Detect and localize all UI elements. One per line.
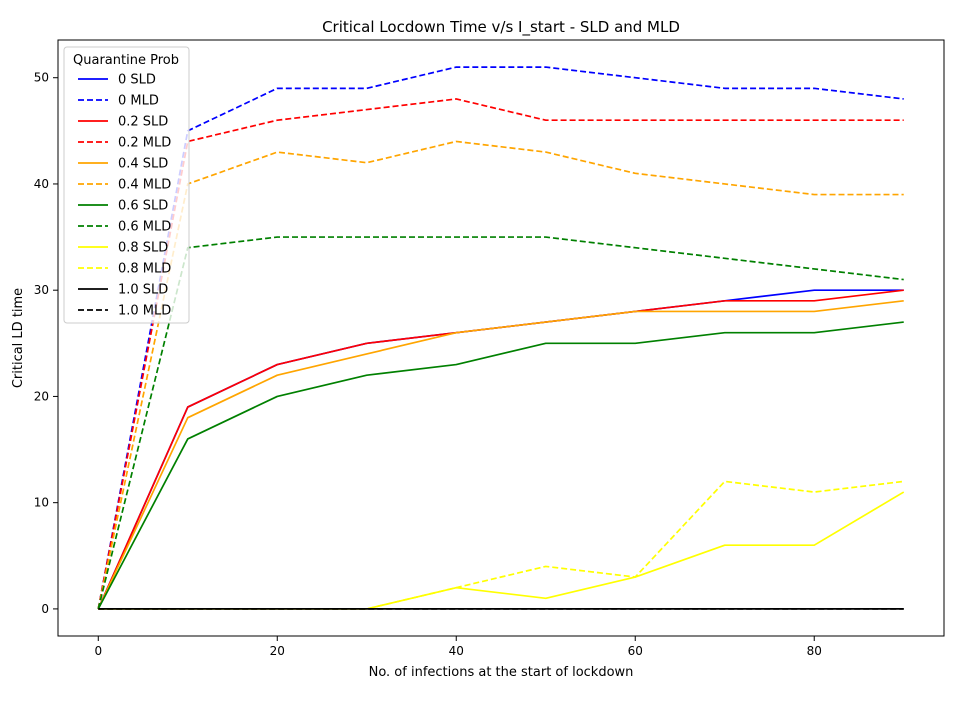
legend-label: 1.0 MLD bbox=[118, 304, 171, 319]
series-line-0-6-mld bbox=[97, 236, 904, 610]
y-tick-label: 20 bbox=[34, 389, 49, 403]
x-tick-label: 80 bbox=[807, 644, 822, 658]
legend-box bbox=[63, 46, 190, 324]
legend-label: 0 SLD bbox=[118, 73, 156, 88]
y-tick-label: 0 bbox=[41, 602, 49, 616]
legend-label: 0.4 SLD bbox=[118, 157, 168, 172]
legend-label: 0 MLD bbox=[118, 94, 159, 109]
y-tick-label: 40 bbox=[34, 177, 49, 191]
y-tick-label: 50 bbox=[34, 71, 49, 85]
legend: Quarantine Prob 0 SLD 0 MLD 0.2 SLD 0.2 MLD… bbox=[63, 46, 190, 324]
x-axis-ticks: 0 20 40 60 80 bbox=[94, 636, 822, 658]
axes-frame bbox=[57, 39, 945, 637]
series-line-0-4-mld bbox=[97, 140, 904, 610]
series-line-0-mld bbox=[97, 66, 904, 610]
plot-lines bbox=[97, 66, 905, 610]
legend-label: 1.0 SLD bbox=[118, 283, 168, 298]
legend-label: 0.2 SLD bbox=[118, 115, 168, 130]
y-axis-ticks: 0 10 20 30 40 50 bbox=[34, 71, 58, 616]
x-tick-label: 0 bbox=[94, 644, 102, 658]
legend-label: 0.2 MLD bbox=[118, 136, 171, 151]
y-tick-label: 30 bbox=[34, 283, 49, 297]
legend-label: 0.4 MLD bbox=[118, 178, 171, 193]
y-axis-label: Critical LD time bbox=[11, 288, 26, 388]
x-tick-label: 20 bbox=[270, 644, 285, 658]
chart-title: Critical Locdown Time v/s I_start - SLD … bbox=[322, 18, 680, 37]
legend-title: Quarantine Prob bbox=[73, 53, 179, 68]
series-line-0-4-sld bbox=[97, 299, 904, 610]
legend-items: 0 SLD 0 MLD 0.2 SLD 0.2 MLD 0.4 SLD 0.4 MLD 0.… bbox=[78, 73, 171, 319]
x-axis-label: No. of infections at the start of lockdo… bbox=[369, 665, 634, 680]
y-tick-label: 10 bbox=[34, 496, 49, 510]
legend-label: 0.6 SLD bbox=[118, 199, 168, 214]
legend-label: 0.8 MLD bbox=[118, 262, 171, 277]
legend-label: 0.6 MLD bbox=[118, 220, 171, 235]
legend-label: 0.8 SLD bbox=[118, 241, 168, 256]
series-line-0-2-mld bbox=[97, 98, 904, 610]
series-line-0-6-sld bbox=[97, 321, 904, 610]
series-line-0-8-mld bbox=[98, 480, 904, 610]
x-tick-label: 40 bbox=[449, 644, 464, 658]
x-tick-label: 60 bbox=[628, 644, 643, 658]
